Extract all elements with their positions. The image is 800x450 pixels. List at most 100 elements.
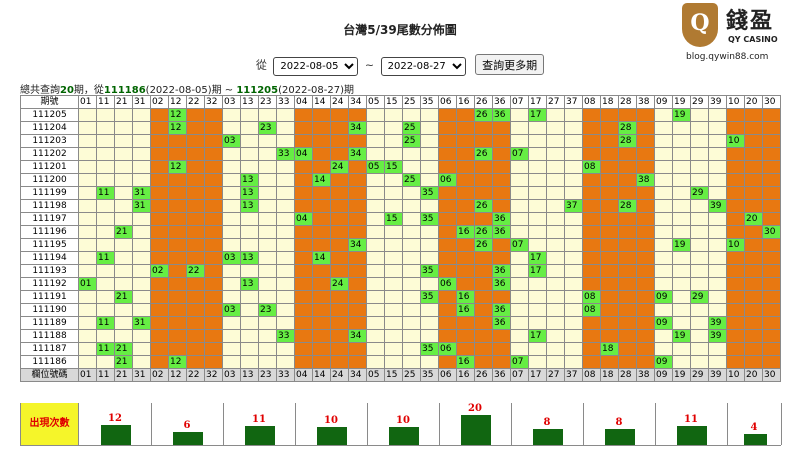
empty-cell <box>420 238 439 252</box>
empty-cell <box>708 134 727 148</box>
empty-cell <box>204 108 223 122</box>
empty-cell <box>708 186 727 200</box>
drawn-number-cell: 02 <box>150 264 169 278</box>
empty-cell <box>762 251 781 265</box>
column-footer: 32 <box>204 368 223 382</box>
empty-cell <box>438 186 457 200</box>
drawn-number-cell: 35 <box>420 342 439 356</box>
to-date-select[interactable]: 2022-08-27 <box>380 56 466 76</box>
empty-cell <box>222 264 241 278</box>
empty-cell <box>636 277 655 291</box>
empty-cell <box>78 199 97 213</box>
empty-cell <box>708 147 727 161</box>
empty-cell <box>384 329 403 343</box>
empty-cell <box>168 199 187 213</box>
column-footer: 12 <box>168 368 187 382</box>
empty-cell <box>312 342 331 356</box>
drawn-number-cell: 13 <box>240 173 259 187</box>
draw-id: 111189 <box>20 316 79 330</box>
empty-cell <box>708 108 727 122</box>
from-date-select[interactable]: 2022-08-05 <box>273 56 359 76</box>
empty-cell <box>204 238 223 252</box>
empty-cell <box>618 186 637 200</box>
column-footer: 19 <box>672 368 691 382</box>
frequency-value: 11 <box>684 413 698 425</box>
empty-cell <box>744 147 763 161</box>
frequency-bar <box>743 434 767 445</box>
empty-cell <box>474 160 493 174</box>
draw-row: 111194 11 03 13 14 17 <box>20 251 781 265</box>
draw-id: 111186 <box>20 355 79 369</box>
empty-cell <box>384 121 403 135</box>
logo-english-name: QY CASINO <box>728 35 778 44</box>
empty-cell <box>168 342 187 356</box>
empty-cell <box>582 355 601 369</box>
empty-cell <box>654 238 673 252</box>
drawn-number-cell: 08 <box>582 303 601 317</box>
empty-cell <box>294 329 313 343</box>
empty-cell <box>744 329 763 343</box>
frequency-value: 20 <box>468 403 482 414</box>
drawn-number-cell: 17 <box>528 108 547 122</box>
column-footer: 30 <box>762 368 781 382</box>
empty-cell <box>726 303 745 317</box>
empty-cell <box>132 277 151 291</box>
empty-cell <box>600 277 619 291</box>
range-separator: ~ <box>364 58 375 72</box>
start-period-link[interactable]: 111186 <box>103 85 146 96</box>
empty-cell <box>348 173 367 187</box>
empty-cell <box>708 277 727 291</box>
query-more-button[interactable]: 查詢更多期 <box>475 54 545 75</box>
draw-id: 111194 <box>20 251 79 265</box>
empty-cell <box>204 173 223 187</box>
column-header: 02 <box>150 95 169 109</box>
empty-cell <box>528 290 547 304</box>
empty-cell <box>564 355 583 369</box>
draw-row: 111191 21 35 16 08 09 29 <box>20 290 781 304</box>
empty-cell <box>672 316 691 330</box>
empty-cell <box>546 160 565 174</box>
empty-cell <box>726 160 745 174</box>
empty-cell <box>114 316 133 330</box>
empty-cell <box>456 212 475 226</box>
drawn-number-cell: 12 <box>168 160 187 174</box>
drawn-number-cell: 36 <box>492 108 511 122</box>
empty-cell <box>258 342 277 356</box>
empty-cell <box>510 342 529 356</box>
empty-cell <box>96 238 115 252</box>
empty-cell <box>276 225 295 239</box>
drawn-number-cell: 18 <box>600 342 619 356</box>
empty-cell <box>600 251 619 265</box>
empty-cell <box>150 173 169 187</box>
empty-cell <box>222 329 241 343</box>
footer-label: 欄位號碼 <box>20 368 79 382</box>
frequency-bar <box>172 431 203 445</box>
empty-cell <box>672 303 691 317</box>
empty-cell <box>366 173 385 187</box>
empty-cell <box>96 108 115 122</box>
drawn-number-cell: 39 <box>708 199 727 213</box>
draw-id: 111187 <box>20 342 79 356</box>
empty-cell <box>618 108 637 122</box>
drawn-number-cell: 36 <box>492 303 511 317</box>
empty-cell <box>564 134 583 148</box>
empty-cell <box>654 199 673 213</box>
frequency-bar <box>388 427 419 445</box>
empty-cell <box>636 329 655 343</box>
drawn-number-cell: 36 <box>492 316 511 330</box>
end-period-link[interactable]: 111205 <box>236 85 279 96</box>
empty-cell <box>690 108 709 122</box>
column-footer: 33 <box>276 368 295 382</box>
empty-cell <box>564 264 583 278</box>
logo-url: blog.qywin88.com <box>686 52 769 62</box>
empty-cell <box>672 342 691 356</box>
empty-cell <box>330 329 349 343</box>
empty-cell <box>726 108 745 122</box>
frequency-group-4: 10 <box>296 403 368 445</box>
empty-cell <box>528 121 547 135</box>
empty-cell <box>654 251 673 265</box>
page-title: 台灣5/39尾數分佈圖 <box>343 23 457 37</box>
empty-cell <box>762 264 781 278</box>
empty-cell <box>438 290 457 304</box>
column-header: 25 <box>402 95 421 109</box>
